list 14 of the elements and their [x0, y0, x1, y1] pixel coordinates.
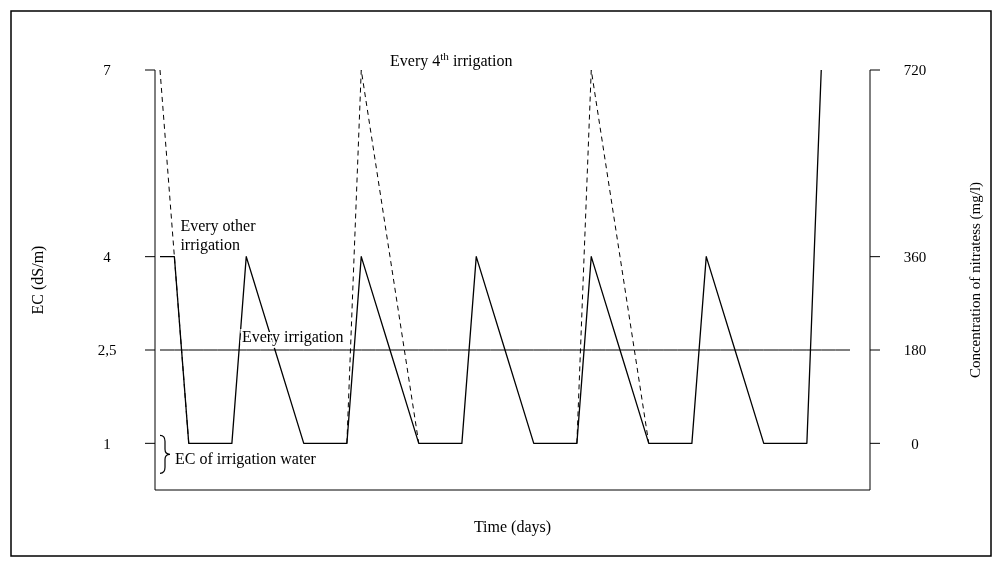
y-tick-label: 4: [103, 248, 112, 265]
series-label: Every other irrigation: [180, 216, 257, 254]
y-tick-label: 1: [103, 435, 111, 452]
y-axis-title: EC (dS/m): [29, 245, 47, 315]
y2-axis-title: Concentration of nitratess (mg/l): [967, 181, 984, 379]
y-tick-label: 2,5: [97, 342, 117, 359]
x-axis-title: Time (days): [473, 518, 552, 536]
y-tick-label: 7: [103, 62, 112, 79]
y2-tick-label: 720: [903, 62, 927, 79]
y2-tick-label: 180: [903, 342, 927, 359]
y2-tick-label: 360: [903, 248, 927, 265]
annotation: EC of irrigation water: [175, 450, 317, 469]
y2-tick-label: 0: [911, 435, 919, 452]
series-label: Every 4$^{th}$ irrigation: [390, 50, 513, 70]
